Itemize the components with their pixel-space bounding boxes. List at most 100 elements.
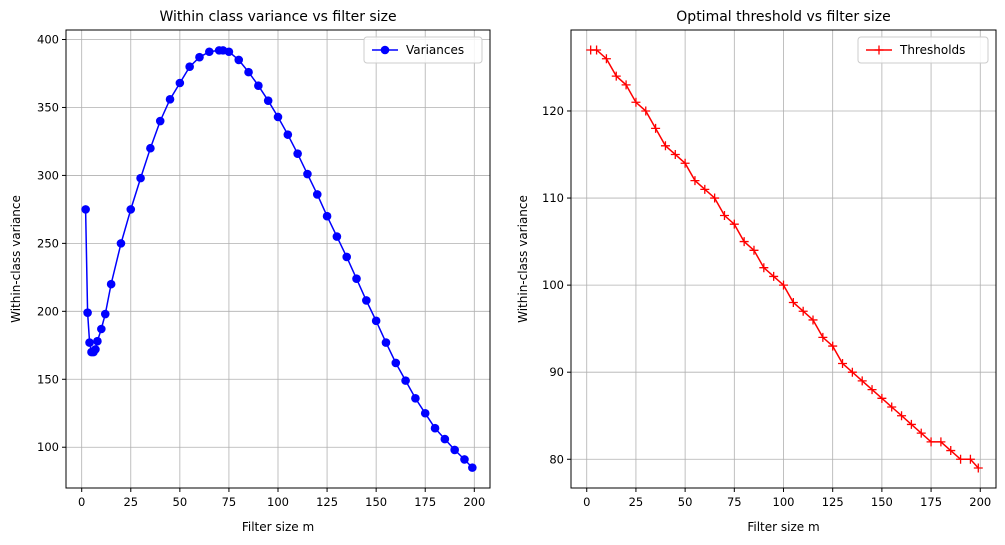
data-point xyxy=(303,169,312,179)
data-point xyxy=(808,315,818,325)
chart-title: Within class variance vs filter size xyxy=(159,9,396,25)
chart-panel-1: 0 25 50 75 100 125 150 175 200 100 150 200 250 300 350… xyxy=(9,9,491,534)
y-tick-label: 150 xyxy=(37,372,59,386)
data-point xyxy=(332,232,342,241)
x-tick-label: 25 xyxy=(629,495,644,509)
data-point xyxy=(828,341,838,351)
x-tick-label: 100 xyxy=(773,495,795,509)
y-tick-label: 110 xyxy=(542,191,564,205)
x-tick-label: 75 xyxy=(222,495,237,509)
data-point xyxy=(887,402,897,412)
data-point xyxy=(926,437,936,447)
data-point xyxy=(420,408,430,418)
data-point xyxy=(601,54,611,64)
y-tick-label: 350 xyxy=(37,100,59,114)
data-point xyxy=(867,385,877,395)
data-point xyxy=(440,434,450,444)
data-point xyxy=(710,193,720,203)
data-point xyxy=(234,55,244,65)
data-point xyxy=(263,96,273,105)
data-point xyxy=(906,419,916,429)
data-point xyxy=(185,62,194,71)
data-point xyxy=(91,345,100,354)
y-tick-label: 200 xyxy=(37,304,59,318)
x-tick-label: 125 xyxy=(822,495,844,509)
y-tick-label: 120 xyxy=(542,104,564,118)
data-point xyxy=(391,358,401,368)
x-tick-label: 0 xyxy=(78,495,85,509)
data-point xyxy=(936,437,946,447)
data-point xyxy=(660,141,670,151)
data-point xyxy=(838,358,848,368)
data-point xyxy=(460,455,469,464)
data-point xyxy=(798,306,808,316)
x-tick-label: 0 xyxy=(583,495,590,509)
data-point xyxy=(97,324,106,334)
data-point xyxy=(155,116,165,126)
data-point xyxy=(641,106,651,116)
chart-panel-2: 0 25 50 75 100 125 150 175 200 80 90 100 110 120 Optim… xyxy=(516,9,997,534)
x-tick-label: 100 xyxy=(267,495,289,509)
x-tick-label: 75 xyxy=(727,495,742,509)
y-tick-label: 90 xyxy=(549,365,564,379)
data-point xyxy=(283,130,293,139)
data-point xyxy=(312,190,322,199)
y-tick-label: 100 xyxy=(542,278,564,292)
y-axis-label: Within-class variance xyxy=(516,195,530,323)
x-tick-label: 125 xyxy=(316,495,338,509)
data-point xyxy=(165,95,175,104)
data-point xyxy=(877,393,887,403)
x-tick-label: 50 xyxy=(173,495,188,509)
data-point xyxy=(651,123,661,133)
data-point xyxy=(965,454,975,464)
data-point xyxy=(273,112,283,122)
data-point xyxy=(468,463,477,472)
data-point xyxy=(293,149,302,158)
x-tick-label: 200 xyxy=(969,495,991,509)
x-tick-label: 50 xyxy=(678,495,693,509)
data-point xyxy=(352,274,361,284)
data-point xyxy=(204,47,214,57)
data-point xyxy=(946,446,956,456)
data-point xyxy=(85,338,94,347)
data-point xyxy=(146,143,155,153)
data-point xyxy=(719,210,729,220)
data-point xyxy=(788,298,798,308)
x-tick-label: 175 xyxy=(414,495,436,509)
data-point xyxy=(401,376,410,385)
x-tick-label: 150 xyxy=(871,495,893,509)
data-point xyxy=(847,367,857,377)
data-point xyxy=(106,279,116,289)
data-point xyxy=(224,47,234,57)
data-point xyxy=(916,428,926,438)
data-point xyxy=(116,239,126,248)
data-point xyxy=(611,71,621,81)
data-point xyxy=(749,245,759,255)
x-tick-label: 175 xyxy=(920,495,942,509)
x-tick-label: 25 xyxy=(123,495,138,509)
data-point xyxy=(857,376,867,386)
data-point xyxy=(956,454,966,464)
chart-title: Optimal threshold vs filter size xyxy=(676,9,890,25)
data-point xyxy=(759,263,769,273)
legend-box xyxy=(363,36,483,64)
data-point xyxy=(430,423,440,433)
x-axis-label: Filter size m xyxy=(747,520,819,534)
data-point xyxy=(897,411,907,421)
data-point xyxy=(83,308,92,317)
legend: Thresholds xyxy=(857,36,989,64)
data-point xyxy=(93,336,102,346)
data-point xyxy=(342,252,352,262)
y-axis-label: Within-class variance xyxy=(9,195,23,323)
data-point xyxy=(244,67,253,77)
series-line-1 xyxy=(590,49,979,469)
y-tick-label: 80 xyxy=(549,452,564,466)
data-point xyxy=(973,463,983,473)
data-point xyxy=(195,52,204,62)
x-axis-label: Filter size m xyxy=(242,520,314,534)
data-point xyxy=(411,394,420,403)
data-point xyxy=(769,271,779,281)
data-point xyxy=(322,211,332,221)
data-point xyxy=(100,309,110,319)
